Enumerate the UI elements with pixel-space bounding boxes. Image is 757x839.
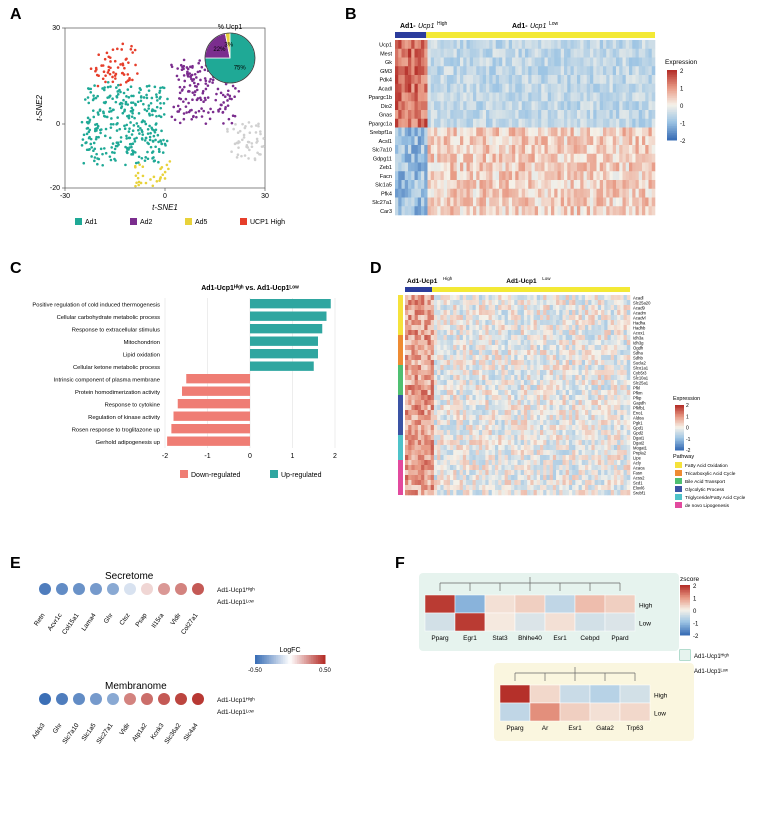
svg-text:Response to cytokine: Response to cytokine — [105, 403, 160, 409]
svg-text:Rosen response to troglitazone: Rosen response to troglitazone up — [72, 428, 160, 434]
svg-text:Ppargc1b: Ppargc1b — [368, 95, 392, 101]
svg-text:2: 2 — [680, 69, 684, 75]
svg-text:Car3: Car3 — [380, 209, 392, 215]
svg-text:0: 0 — [163, 193, 167, 200]
svg-text:Ad1-Ucp1: Ad1-Ucp1 — [407, 278, 438, 285]
svg-text:1: 1 — [680, 87, 684, 93]
panel-c-label: C — [10, 260, 22, 278]
svg-text:-2: -2 — [162, 453, 168, 460]
panel-b-svg: Ad1-Ucp1HighAd1-Ucp1LowUcp1MestGkGM3Pdk4… — [360, 18, 740, 236]
svg-text:Ad1-: Ad1- — [512, 23, 528, 30]
svg-text:Slc1a5: Slc1a5 — [375, 183, 392, 189]
svg-text:Pfk4: Pfk4 — [381, 191, 392, 197]
svg-text:1: 1 — [291, 453, 295, 460]
panel-d: Ad1-Ucp1HighAd1-Ucp1LowAcadlSlc25a20Acad… — [385, 275, 745, 535]
svg-text:-1: -1 — [680, 122, 686, 128]
svg-text:Acsl1: Acsl1 — [379, 139, 392, 145]
svg-text:30: 30 — [261, 193, 269, 200]
svg-text:t-SNE1: t-SNE1 — [152, 203, 178, 212]
svg-text:Ppargc1a: Ppargc1a — [368, 121, 392, 127]
svg-text:-30: -30 — [60, 193, 70, 200]
svg-text:Facn: Facn — [380, 174, 392, 180]
svg-text:Acadl: Acadl — [378, 86, 392, 92]
panel-e: SecretomeRetnAcvr1cCol15a1Lama4GhrCtszPs… — [25, 560, 375, 820]
panel-e-svg: SecretomeRetnAcvr1cCol15a1Lama4GhrCtszPs… — [25, 560, 375, 820]
svg-text:Ad1-: Ad1- — [400, 23, 416, 30]
svg-text:Expression: Expression — [665, 59, 698, 66]
svg-text:75%: 75% — [234, 66, 247, 72]
svg-text:Ad2: Ad2 — [140, 219, 153, 226]
svg-text:GM3: GM3 — [380, 69, 392, 75]
svg-text:30: 30 — [52, 25, 60, 32]
svg-text:-1: -1 — [204, 453, 210, 460]
panel-a: -30 0 30 -20 0 30 t-SNE1 t-SNE2 Ad1 Ad2 Ad5 UCP1 Hi… — [30, 18, 330, 238]
svg-text:Up-regulated: Up-regulated — [281, 472, 322, 479]
panel-f-svg: HighLowPpargEgr1Stat3Bhlhe40Esr1CebpdPpa… — [410, 565, 740, 825]
panel-f-label: F — [395, 555, 405, 573]
panel-d-svg: Ad1-Ucp1HighAd1-Ucp1LowAcadlSlc25a20Acad… — [385, 275, 745, 535]
svg-text:Regulation of kinase activity: Regulation of kinase activity — [88, 415, 160, 421]
svg-text:2: 2 — [333, 453, 337, 460]
panel-f: HighLowPpargEgr1Stat3Bhlhe40Esr1CebpdPpa… — [410, 565, 740, 825]
svg-text:Gerhold adipogenesis up: Gerhold adipogenesis up — [96, 440, 160, 446]
svg-text:Pdk4: Pdk4 — [379, 78, 392, 84]
panel-b: Ad1-Ucp1HighAd1-Ucp1LowUcp1MestGkGM3Pdk4… — [360, 18, 740, 236]
svg-text:Mitochondrion: Mitochondrion — [124, 340, 160, 346]
svg-text:Ucp1: Ucp1 — [379, 43, 392, 49]
panel-a-svg: -30 0 30 -20 0 30 t-SNE1 t-SNE2 Ad1 Ad2 Ad5 UCP1 Hi… — [30, 18, 330, 238]
svg-text:Response to extracellular stim: Response to extracellular stimulus — [72, 328, 160, 334]
svg-text:Low: Low — [549, 21, 559, 27]
svg-text:% Ucp1: % Ucp1 — [218, 24, 243, 31]
svg-text:High: High — [437, 21, 448, 27]
svg-text:Gnas: Gnas — [379, 113, 392, 119]
svg-text:Ad1: Ad1 — [85, 219, 98, 226]
svg-text:Low: Low — [542, 276, 551, 281]
svg-text:Cellular carbohydrate metaboli: Cellular carbohydrate metabolic process — [57, 315, 161, 321]
panel-a-label: A — [10, 6, 22, 24]
svg-text:Ad5: Ad5 — [195, 219, 208, 226]
svg-text:0: 0 — [680, 104, 684, 110]
svg-text:Down-regulated: Down-regulated — [191, 472, 241, 479]
svg-text:High: High — [443, 276, 453, 281]
panel-c: Ad1-Ucp1ᴴⁱᵍʰ vs. Ad1-Ucp1ᴸᵒʷ -2 -1 0 1 2 Posit… — [25, 280, 355, 490]
svg-text:Cellular ketone metabolic proc: Cellular ketone metabolic process — [73, 365, 160, 371]
svg-text:Gk: Gk — [385, 60, 392, 66]
panel-e-label: E — [10, 555, 21, 573]
svg-text:Slc7a10: Slc7a10 — [372, 148, 392, 154]
panel-d-label: D — [370, 260, 382, 278]
panel-b-label: B — [345, 6, 357, 24]
svg-text:Slc27a1: Slc27a1 — [372, 200, 392, 206]
svg-text:Gdpg11: Gdpg11 — [373, 156, 392, 162]
svg-text:Srebpf1a: Srebpf1a — [370, 130, 393, 136]
svg-text:UCP1 High: UCP1 High — [250, 219, 285, 226]
svg-text:0: 0 — [248, 453, 252, 460]
svg-text:-2: -2 — [680, 139, 686, 145]
svg-text:Dio2: Dio2 — [381, 104, 392, 110]
svg-text:Ucp1: Ucp1 — [530, 23, 546, 30]
svg-text:t-SNE2: t-SNE2 — [35, 95, 44, 121]
svg-text:Zeb1: Zeb1 — [379, 165, 392, 171]
svg-text:Ucp1: Ucp1 — [418, 23, 434, 30]
svg-text:0: 0 — [56, 121, 60, 128]
svg-text:Mest: Mest — [380, 51, 392, 57]
panel-c-svg: Ad1-Ucp1ᴴⁱᵍʰ vs. Ad1-Ucp1ᴸᵒʷ -2 -1 0 1 2 Posit… — [25, 280, 355, 490]
svg-text:-20: -20 — [50, 185, 60, 192]
svg-text:3%: 3% — [224, 42, 233, 48]
svg-text:Ad1-Ucp1ᴴⁱᵍʰ vs. Ad1-Ucp1ᴸᵒʷ: Ad1-Ucp1ᴴⁱᵍʰ vs. Ad1-Ucp1ᴸᵒʷ — [201, 283, 299, 292]
svg-text:Lipid oxidation: Lipid oxidation — [123, 353, 160, 359]
svg-text:Protein homodimerization activ: Protein homodimerization activity — [75, 390, 160, 396]
svg-text:Intrinsic component of plasma: Intrinsic component of plasma membrane — [54, 378, 160, 384]
svg-text:Positive regulation of cold in: Positive regulation of cold induced ther… — [32, 303, 160, 309]
svg-text:Ad1-Ucp1: Ad1-Ucp1 — [506, 278, 537, 285]
